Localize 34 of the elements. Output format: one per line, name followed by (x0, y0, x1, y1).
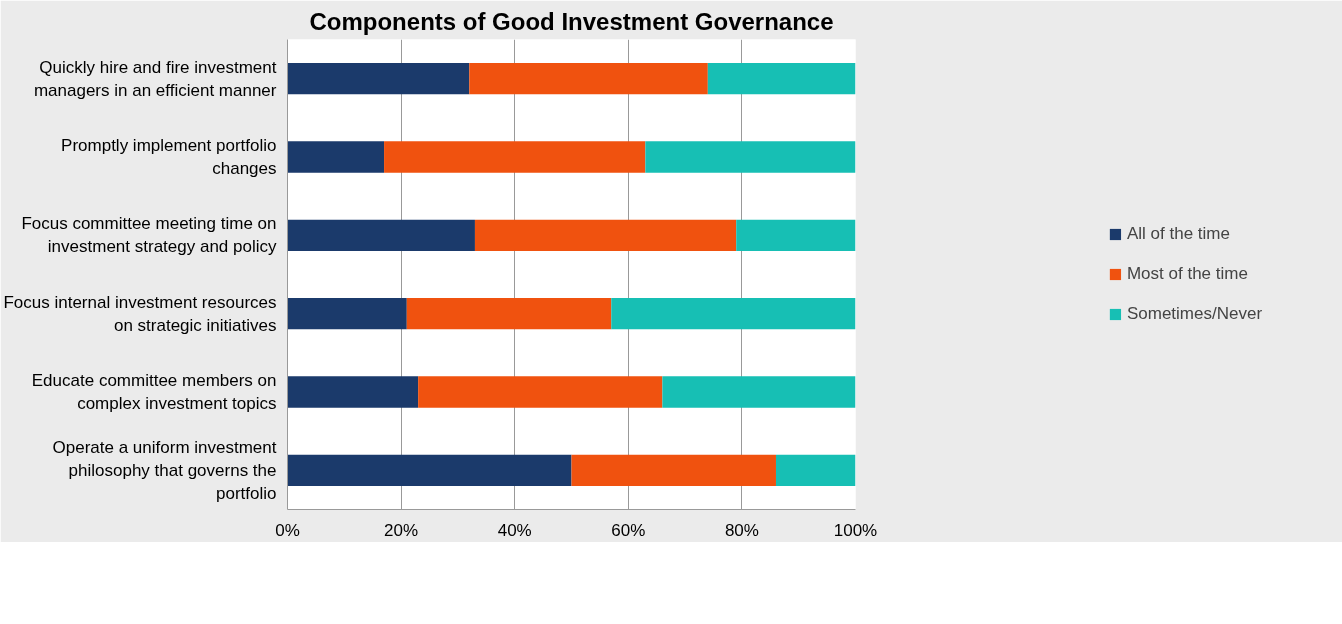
x-tick-label: 20% (384, 520, 419, 540)
bar (571, 454, 776, 486)
bar (418, 376, 663, 408)
y-tick-label: Focus committee meeting time on investment strategy and policy (21, 214, 277, 257)
x-tick-label: 0% (275, 520, 300, 540)
y-tick-label: Promptly implement portfolio changes (61, 136, 277, 178)
bar (736, 219, 856, 251)
bar (287, 298, 407, 330)
x-tick-label: 40% (497, 520, 532, 540)
bar (645, 141, 856, 173)
x-tick-label: 60% (611, 520, 646, 540)
legend-label: Most of the time (1126, 264, 1248, 284)
chart-title: Components of Good Investment Governance (309, 7, 834, 35)
y-tick-label: Focus internal investment resources on strategic initiatives (3, 292, 277, 335)
bar (662, 376, 856, 408)
bar (406, 298, 612, 330)
x-tick-label: 100% (833, 520, 878, 540)
y-tick-label: Operate a uniform investment philosophy that governs the portfolio (52, 438, 277, 503)
bar (469, 63, 708, 95)
bar (287, 376, 419, 408)
y-tick-label: Quickly hire and fire investment managers in an efficient manner (33, 57, 277, 100)
bar (287, 63, 470, 95)
bar (707, 63, 856, 95)
bar (775, 454, 856, 486)
bar (474, 219, 737, 251)
bar (287, 454, 572, 486)
x-tick-label: 80% (724, 520, 759, 540)
bar (384, 141, 646, 173)
legend-label: All of the time (1126, 224, 1230, 244)
bar (611, 298, 856, 330)
bar (287, 219, 475, 251)
y-tick-label: Educate committee members on complex investment topics (31, 371, 277, 413)
bar (287, 141, 385, 173)
legend-label: Sometimes/Never (1126, 304, 1263, 324)
